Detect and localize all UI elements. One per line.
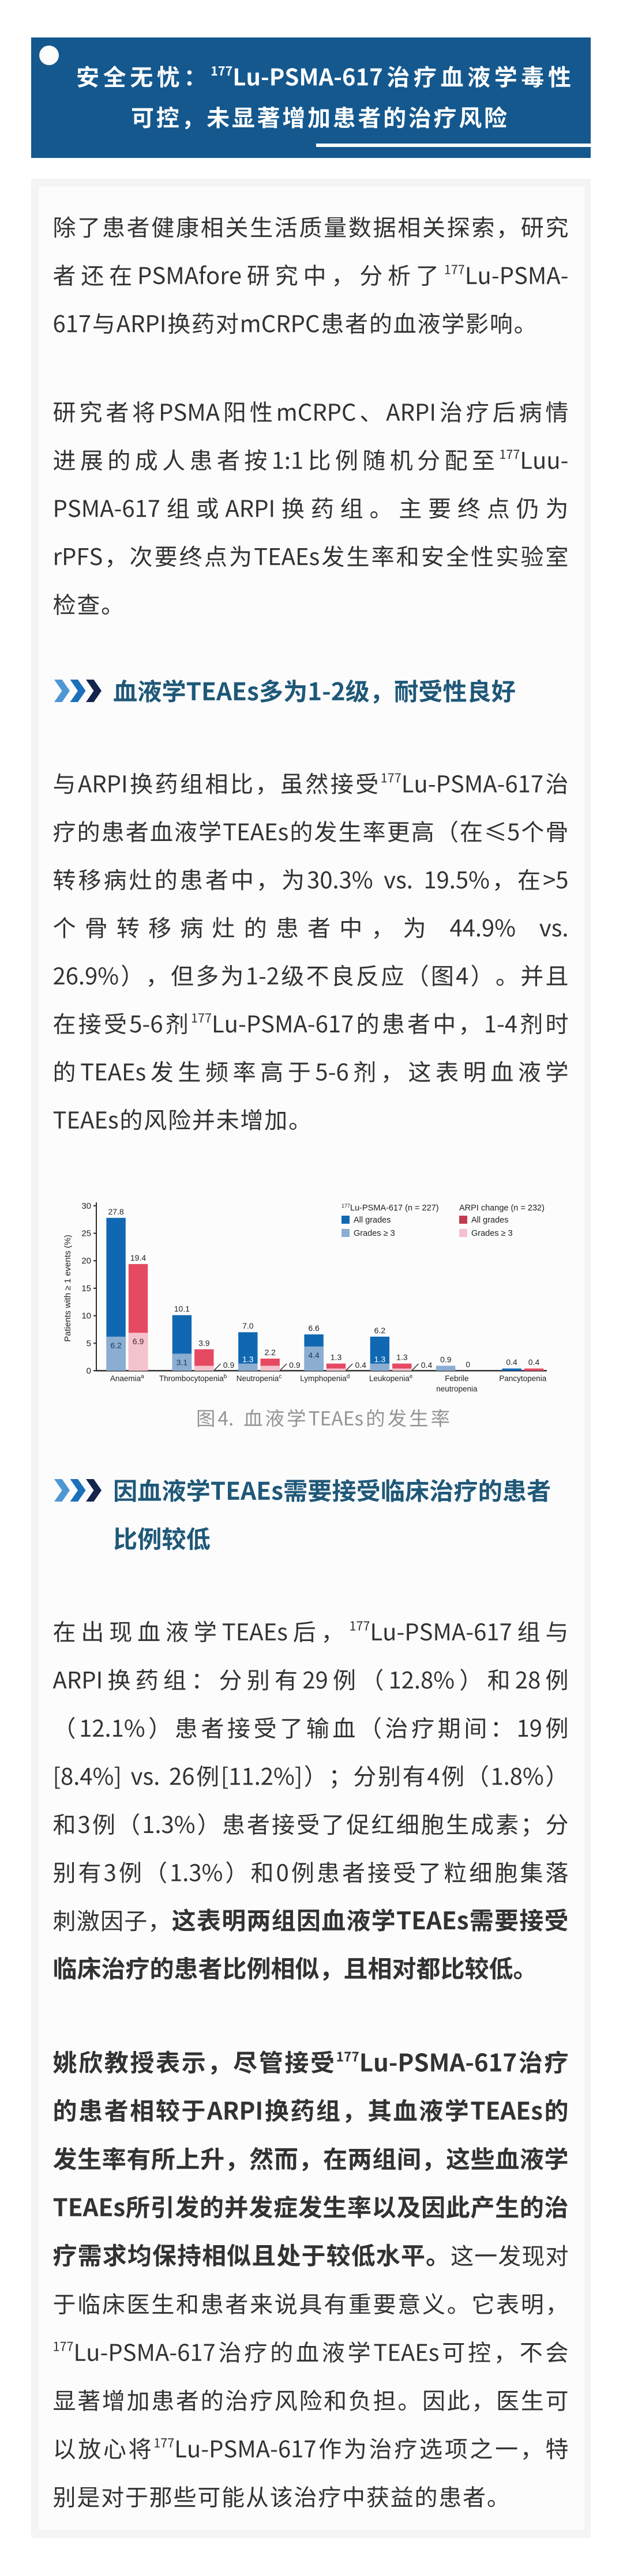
svg-text:177Lu-PSMA-617 (n = 227): 177Lu-PSMA-617 (n = 227)	[341, 1203, 439, 1213]
svg-text:7.0: 7.0	[242, 1321, 254, 1330]
svg-text:Thrombocytopeniab: Thrombocytopeniab	[159, 1374, 227, 1383]
svg-text:6.2: 6.2	[110, 1341, 122, 1350]
svg-text:0.4: 0.4	[421, 1360, 433, 1370]
svg-text:0.9: 0.9	[289, 1360, 301, 1370]
svg-text:Grades ≥ 3: Grades ≥ 3	[354, 1229, 395, 1238]
svg-text:Patients with ≥ 1 events (%): Patients with ≥ 1 events (%)	[63, 1235, 73, 1342]
svg-text:25: 25	[81, 1229, 91, 1239]
svg-text:4.4: 4.4	[308, 1351, 320, 1360]
svg-text:27.8: 27.8	[108, 1207, 123, 1216]
svg-text:Leukopeniae: Leukopeniae	[369, 1374, 413, 1383]
svg-text:2.2: 2.2	[264, 1348, 276, 1357]
svg-text:3.1: 3.1	[177, 1357, 188, 1367]
svg-text:Neutropeniac: Neutropeniac	[237, 1374, 282, 1383]
svg-text:10: 10	[81, 1311, 91, 1321]
svg-text:0.4: 0.4	[506, 1357, 517, 1367]
svg-text:Lymphopeniad: Lymphopeniad	[300, 1374, 350, 1383]
svg-text:0: 0	[466, 1360, 470, 1369]
svg-text:15: 15	[81, 1284, 91, 1293]
svg-text:19.4: 19.4	[130, 1253, 146, 1262]
svg-text:6.6: 6.6	[308, 1323, 320, 1333]
svg-text:0: 0	[87, 1366, 91, 1376]
svg-text:0.9: 0.9	[223, 1360, 235, 1370]
svg-text:Pancytopenia: Pancytopenia	[499, 1374, 546, 1383]
svg-text:ARPI change (n = 232): ARPI change (n = 232)	[459, 1204, 545, 1213]
svg-text:1.3: 1.3	[331, 1353, 342, 1362]
svg-text:0.4: 0.4	[528, 1357, 540, 1367]
svg-text:0.4: 0.4	[355, 1360, 366, 1370]
svg-text:All grades: All grades	[471, 1216, 508, 1225]
svg-text:Grades ≥ 3: Grades ≥ 3	[471, 1229, 513, 1238]
svg-text:6.2: 6.2	[374, 1326, 386, 1335]
svg-text:All grades: All grades	[354, 1216, 391, 1225]
svg-text:5: 5	[87, 1338, 91, 1348]
svg-text:1.3: 1.3	[374, 1355, 386, 1364]
svg-text:6.9: 6.9	[133, 1337, 144, 1346]
svg-text:0.9: 0.9	[440, 1355, 452, 1364]
svg-text:3.9: 3.9	[198, 1338, 210, 1348]
svg-text:neutropenia: neutropenia	[436, 1385, 478, 1393]
svg-text:30: 30	[81, 1201, 91, 1211]
svg-text:Anaemiaa: Anaemiaa	[110, 1374, 144, 1383]
svg-text:10.1: 10.1	[174, 1304, 190, 1314]
svg-text:1.3: 1.3	[396, 1353, 408, 1362]
svg-text:1.3: 1.3	[242, 1355, 254, 1364]
svg-text:Febrile: Febrile	[445, 1374, 468, 1383]
svg-text:20: 20	[81, 1256, 91, 1266]
